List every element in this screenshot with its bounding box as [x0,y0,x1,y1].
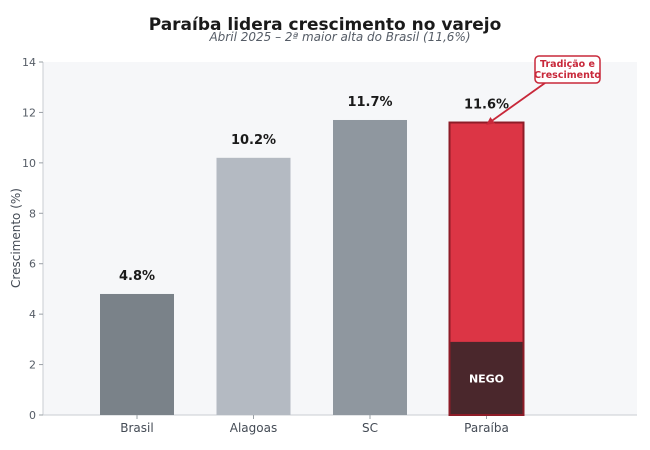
y-tick-label: 2 [29,359,36,372]
y-tick-label: 0 [29,409,36,422]
bar-segment [450,341,523,414]
x-tick-label: Brasil [120,421,153,435]
annotation-box [534,55,601,84]
data-labels: 4.8% 10.2% 11.7% 11.6% [119,95,509,284]
annotation-arrow [486,82,546,125]
bar-segment-label: NEGO [469,372,504,385]
x-tick-label: SC [362,421,378,435]
annotation-text: Crescimento [534,70,601,81]
x-tick-label: Alagoas [230,421,277,435]
bar-sc [333,119,407,415]
y-tick-label: 10 [22,157,36,170]
data-label: 10.2% [231,133,276,148]
bar-alagoas [216,157,291,416]
x-tick-label: Paraíba [464,421,509,435]
y-tick-label: 4 [29,308,36,321]
data-label: 11.6% [464,98,509,113]
chart-subtitle: Abril 2025 – 2ª maior alta do Brasil (11… [208,30,470,44]
bars: NEGO [100,119,525,416]
y-axis-label: Crescimento (%) [9,188,23,288]
annotation-text: Tradição e [540,59,595,70]
y-axis: 0 2 4 6 8 10 12 14 [22,56,44,422]
chart-title: Paraíba lidera crescimento no varejo [149,15,502,35]
data-label: 11.7% [347,95,392,110]
y-tick-label: 6 [29,258,36,271]
y-tick-label: 14 [22,56,36,69]
x-axis: Brasil Alagoas SC Paraíba [43,414,637,435]
y-tick-label: 12 [22,106,36,119]
y-tick-label: 8 [29,207,36,220]
bar-brasil [100,293,174,415]
data-label: 4.8% [119,269,155,284]
